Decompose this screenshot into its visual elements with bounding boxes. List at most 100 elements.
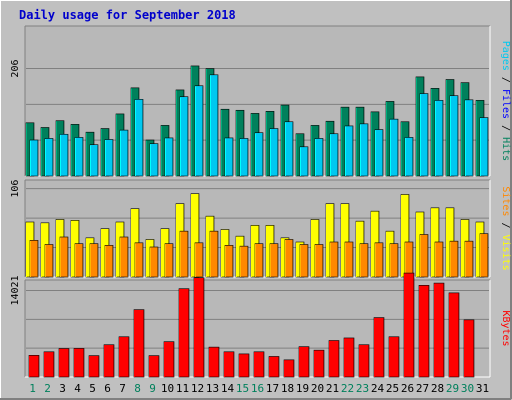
bar-sites-day-31 [479, 233, 489, 278]
bar-files-day-18 [284, 121, 294, 177]
bar-kbytes-day-23 [358, 344, 370, 378]
bar-sites-day-9 [149, 246, 159, 278]
bar-files-day-14 [224, 137, 234, 177]
bar-files-day-20 [314, 138, 324, 177]
panel-2: 106 Sites / Visits [10, 179, 511, 278]
bar-sites-day-17 [269, 243, 279, 278]
x-tick-label: 13 [206, 382, 219, 395]
y-tick-label: 14021 [10, 275, 21, 305]
bar-kbytes-day-29 [448, 292, 460, 378]
bar-sites-day-12 [194, 242, 204, 278]
chart-title: Daily usage for September 2018 [19, 8, 236, 22]
bar-files-day-7 [119, 129, 129, 177]
bar-files-day-11 [179, 96, 189, 177]
x-tick-label: 22 [341, 382, 354, 395]
x-tick-label: 28 [431, 382, 444, 395]
legend-entry: / [500, 216, 511, 234]
bar-sites-day-2 [44, 244, 54, 278]
bar-kbytes-day-30 [463, 319, 475, 378]
bar-sites-day-18 [284, 239, 294, 278]
x-tick-label: 15 [236, 382, 249, 395]
bar-sites-day-20 [314, 244, 324, 278]
bar-kbytes-day-15 [238, 353, 250, 378]
panel-legend: KBytes [500, 310, 511, 346]
bar-sites-day-27 [419, 234, 429, 278]
bar-kbytes-day-26 [403, 272, 415, 378]
bar-sites-day-22 [344, 241, 354, 278]
bar-sites-day-8 [134, 242, 144, 278]
x-tick-label: 19 [296, 382, 309, 395]
bar-kbytes-day-3 [58, 348, 70, 378]
bar-kbytes-day-14 [223, 351, 235, 378]
bar-kbytes-day-28 [433, 282, 445, 378]
bar-kbytes-day-12 [193, 277, 205, 378]
panel-legend: Pages / Files / Hits [500, 41, 511, 161]
bar-sites-day-7 [119, 236, 129, 278]
x-tick-label: 5 [89, 382, 96, 395]
x-tick-label: 21 [326, 382, 339, 395]
bar-kbytes-day-18 [283, 359, 295, 378]
bar-sites-day-1 [29, 240, 39, 278]
bar-kbytes-day-4 [73, 348, 85, 378]
bar-sites-day-10 [164, 243, 174, 278]
bar-sites-day-26 [404, 241, 414, 278]
x-tick-label: 18 [281, 382, 294, 395]
bar-kbytes-day-8 [133, 309, 145, 378]
x-tick-label: 17 [266, 382, 279, 395]
bar-sites-day-23 [359, 243, 369, 278]
x-tick-label: 4 [74, 382, 81, 395]
bar-kbytes-day-19 [298, 346, 310, 378]
bar-files-day-15 [239, 138, 249, 177]
panel-legend: Sites / Visits [500, 186, 511, 270]
bar-kbytes-day-5 [88, 355, 100, 378]
legend-entry: Visits [500, 235, 511, 271]
x-tick-label: 24 [371, 382, 385, 395]
bar-files-day-29 [449, 95, 459, 177]
bar-sites-day-15 [239, 245, 249, 278]
bar-files-day-19 [299, 146, 309, 177]
panel-1: 206 Pages / Files / Hits [10, 25, 511, 177]
bar-kbytes-day-13 [208, 346, 220, 378]
bar-sites-day-11 [179, 230, 189, 278]
bar-files-day-10 [164, 137, 174, 177]
bar-files-day-27 [419, 93, 429, 177]
bar-files-day-22 [344, 125, 354, 177]
bar-files-day-23 [359, 123, 369, 177]
bar-files-day-26 [404, 137, 414, 177]
x-tick-label: 27 [416, 382, 429, 395]
bar-sites-day-21 [329, 241, 339, 278]
bar-kbytes-day-25 [388, 336, 400, 378]
bar-files-day-21 [329, 133, 339, 177]
bar-files-day-30 [464, 99, 474, 177]
x-tick-label: 6 [104, 382, 111, 395]
bar-sites-day-30 [464, 240, 474, 278]
y-tick-label: 106 [10, 180, 21, 198]
y-tick-label: 206 [10, 60, 21, 78]
legend-entry: / [500, 119, 511, 137]
x-tick-label: 9 [149, 382, 156, 395]
bar-sites-day-6 [104, 245, 114, 278]
x-tick-label: 1 [29, 382, 36, 395]
bar-sites-day-28 [434, 241, 444, 278]
x-tick-label: 14 [221, 382, 235, 395]
bar-files-day-16 [254, 132, 264, 177]
legend-entry: KBytes [500, 310, 511, 346]
bar-sites-day-3 [59, 236, 69, 278]
bar-kbytes-day-17 [268, 356, 280, 378]
x-tick-label: 29 [446, 382, 459, 395]
bar-kbytes-day-6 [103, 344, 115, 378]
bar-sites-day-16 [254, 243, 264, 278]
bar-files-day-1 [29, 139, 39, 177]
bar-files-day-2 [44, 138, 54, 177]
bar-files-day-4 [74, 137, 84, 177]
x-tick-label: 2 [44, 382, 51, 395]
x-tick-label: 25 [386, 382, 399, 395]
bar-files-day-3 [59, 133, 69, 177]
x-tick-label: 16 [251, 382, 264, 395]
x-tick-label: 8 [134, 382, 141, 395]
legend-entry: / [500, 71, 511, 89]
bar-sites-day-25 [389, 243, 399, 278]
bar-kbytes-day-27 [418, 285, 430, 378]
